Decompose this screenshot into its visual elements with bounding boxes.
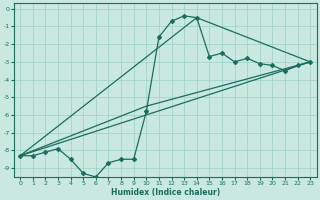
X-axis label: Humidex (Indice chaleur): Humidex (Indice chaleur)	[111, 188, 220, 197]
